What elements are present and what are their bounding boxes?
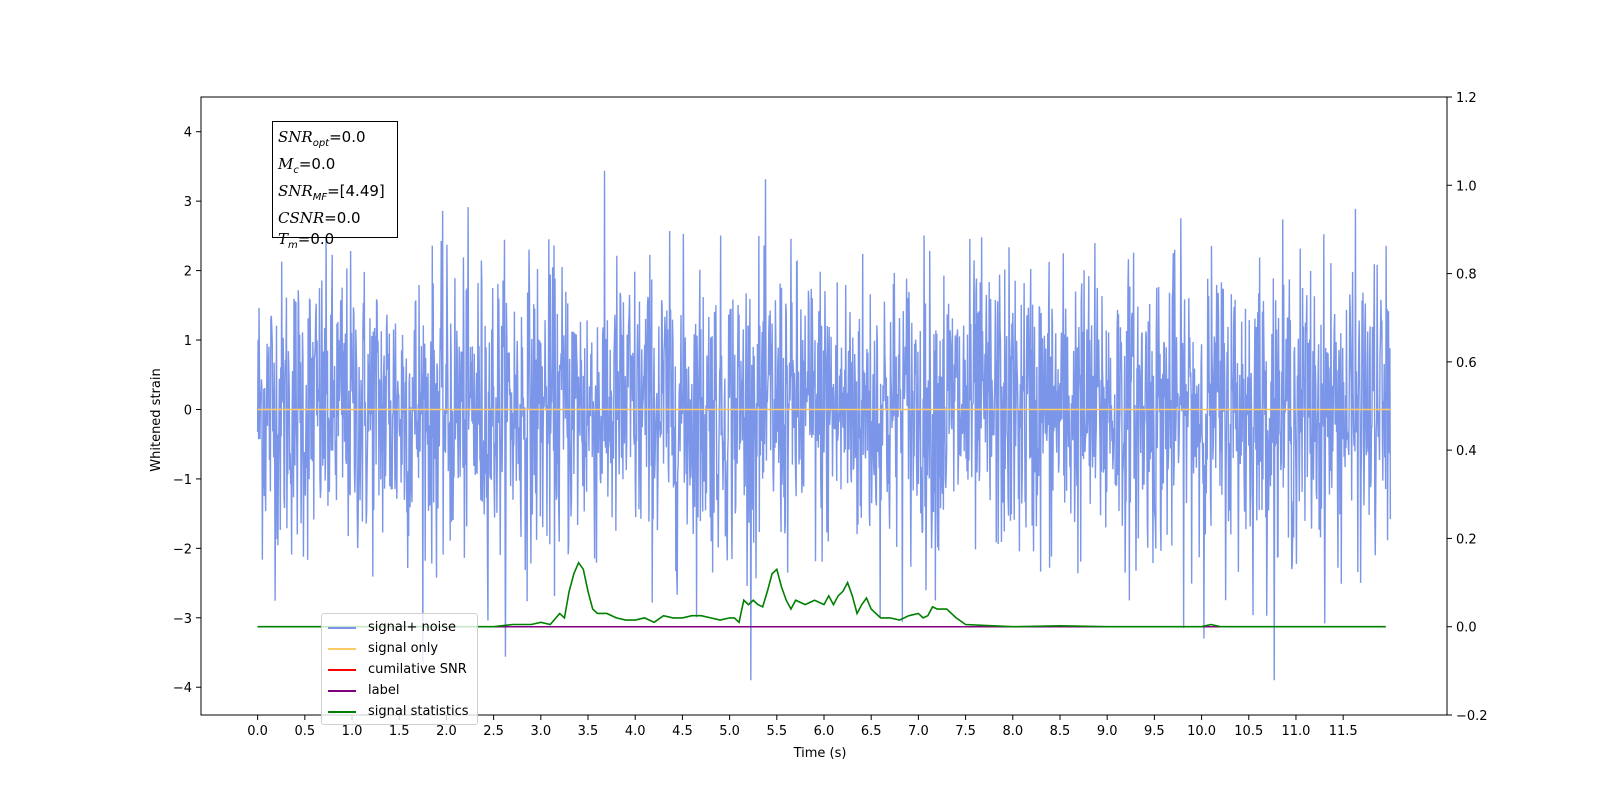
x-tick-label: 8.5	[1050, 724, 1071, 739]
y-tick-label-right: 0.0	[1456, 621, 1477, 636]
y-tick-label-left: −1	[173, 473, 192, 488]
x-tick-label: 8.0	[1002, 724, 1023, 739]
legend-item: signal+ noise	[328, 617, 477, 638]
csnr-row: CSNR=0.0	[278, 208, 397, 229]
legend-label: cumilative SNR	[368, 662, 467, 677]
x-tick-label: 4.0	[625, 724, 646, 739]
legend-swatch	[328, 668, 356, 671]
x-tick-label: 6.5	[861, 724, 882, 739]
legend-label: label	[368, 683, 400, 698]
y-tick-label-left: −4	[173, 681, 192, 696]
mc-row: Mc=0.0	[278, 154, 397, 181]
axes: 0.0 0.5 1.0 1.5 2.0 2.5 3.0 3.5 4.0 4.5 5.0 5.5 6.0 6…	[173, 91, 1488, 739]
x-tick-label: 10.5	[1234, 724, 1263, 739]
y-tick-label-right: 1.2	[1456, 91, 1477, 106]
csnr-symbol: CSNR	[278, 209, 325, 227]
y-tick-label-left: 0	[184, 403, 192, 418]
snr-opt-value: =0.0	[329, 128, 366, 146]
annotation-box: SNRopt=0.0 Mc=0.0 SNRMF=[4.49] CSNR=0.0 …	[272, 121, 398, 251]
legend-label: signal only	[368, 641, 439, 656]
y-tick-label-right: 0.2	[1456, 532, 1477, 547]
plot-area	[256, 170, 1392, 681]
x-tick-label: 6.0	[814, 724, 835, 739]
tm-value: =0.0	[297, 230, 335, 248]
legend-swatch	[328, 647, 356, 650]
x-tick-label: 7.5	[955, 724, 976, 739]
legend-item: signal only	[328, 638, 477, 659]
x-tick-label: 5.5	[766, 724, 787, 739]
snr-mf-symbol: SNR	[278, 182, 313, 200]
x-tick-label: 4.5	[672, 724, 693, 739]
snr-opt-row: SNRopt=0.0	[278, 127, 397, 154]
x-tick-label: 3.5	[578, 724, 599, 739]
y-tick-label-left: −3	[173, 612, 192, 627]
csnr-value: =0.0	[324, 209, 361, 227]
x-axis-label: Time (s)	[793, 746, 847, 761]
mc-value: =0.0	[298, 155, 336, 173]
y-tick-label-left: 3	[184, 195, 192, 210]
y-tick-label-left: 1	[184, 334, 192, 349]
y-tick-label-right: 1.0	[1456, 179, 1477, 194]
x-tick-label: 9.0	[1097, 724, 1118, 739]
x-tick-label: 1.5	[389, 724, 410, 739]
legend-swatch	[328, 710, 356, 713]
x-tick-label: 2.0	[436, 724, 457, 739]
y-tick-label-left: 4	[184, 126, 192, 141]
x-tick-label: 5.0	[719, 724, 740, 739]
tm-row: Tm=0.0	[278, 229, 397, 256]
mc-symbol: M	[278, 155, 294, 173]
tm-subscript: m	[288, 240, 298, 251]
legend-label: signal statistics	[368, 704, 469, 719]
x-tick-label: 10.0	[1187, 724, 1216, 739]
legend-item: label	[328, 680, 477, 701]
tm-symbol: T	[278, 230, 289, 248]
legend-item: cumilative SNR	[328, 659, 477, 680]
y-tick-label-left: 2	[184, 265, 192, 280]
legend-item: signal statistics	[328, 701, 477, 722]
x-tick-label: 9.5	[1144, 724, 1165, 739]
legend-swatch	[328, 626, 356, 629]
y-tick-label-right: 0.6	[1456, 356, 1477, 371]
y-tick-label-right: −0.2	[1456, 709, 1488, 724]
x-tick-label: 2.5	[483, 724, 504, 739]
mc-subscript: c	[293, 165, 299, 176]
x-tick-label: 1.0	[342, 724, 363, 739]
snr-opt-symbol: SNR	[278, 128, 313, 146]
snr-mf-value: =[4.49]	[327, 182, 385, 200]
snr-opt-subscript: opt	[312, 138, 330, 149]
x-tick-label: 11.0	[1281, 724, 1310, 739]
series-signal-noise	[256, 170, 1392, 681]
x-tick-label: 3.0	[530, 724, 551, 739]
snr-mf-subscript: MF	[312, 192, 328, 203]
y-axis-label: Whitened strain	[149, 368, 164, 471]
x-tick-label: 7.0	[908, 724, 929, 739]
legend-label: signal+ noise	[368, 620, 457, 635]
y-tick-label-left: −2	[173, 542, 192, 557]
series-signal-statistics	[257, 561, 1386, 628]
x-tick-label: 11.5	[1329, 724, 1358, 739]
legend-swatch	[328, 689, 356, 692]
y-tick-label-right: 0.8	[1456, 268, 1477, 283]
y-tick-label-right: 0.4	[1456, 444, 1477, 459]
snr-mf-row: SNRMF=[4.49]	[278, 181, 397, 208]
x-tick-label: 0.0	[247, 724, 268, 739]
x-tick-label: 0.5	[294, 724, 315, 739]
legend: signal+ noise signal only cumilative SNR…	[321, 613, 478, 725]
